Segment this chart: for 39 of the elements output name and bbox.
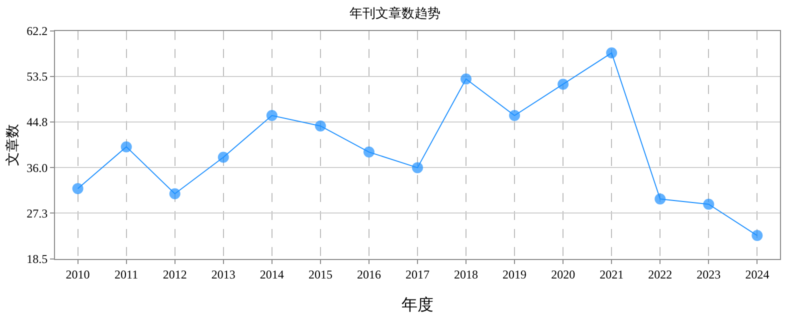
point xyxy=(314,120,326,132)
point xyxy=(752,230,763,242)
point xyxy=(120,141,132,152)
x-tick-label: 2018 xyxy=(454,267,478,282)
x-tick-label: 2023 xyxy=(696,267,721,282)
x-axis-title: 年度 xyxy=(402,296,434,314)
x-tick-label: 2010 xyxy=(66,267,90,282)
point xyxy=(703,198,714,210)
y-tick-label: 62.2 xyxy=(26,24,48,38)
y-tick-label: 18.5 xyxy=(26,252,48,266)
x-tick-label: 2020 xyxy=(551,267,576,282)
point xyxy=(460,74,472,84)
point xyxy=(654,194,666,204)
x-tick-label: 2024 xyxy=(745,267,770,282)
point xyxy=(266,110,278,122)
x-tick-label: 2012 xyxy=(162,267,187,282)
x-tick-label: 2021 xyxy=(600,267,624,282)
chart-title: 年刊文章数趋势 xyxy=(350,5,440,20)
x-tick-label: 2017 xyxy=(406,267,430,282)
point xyxy=(218,152,229,163)
y-tick-label: 44.8 xyxy=(26,114,48,129)
y-tick-label: 27.3 xyxy=(26,206,48,220)
point xyxy=(412,162,423,174)
point xyxy=(72,183,84,194)
y-tick-label: 36.0 xyxy=(26,160,48,175)
x-tick-label: 2013 xyxy=(211,267,236,282)
x-tick-label: 2022 xyxy=(648,267,672,282)
y-tick-label: 53.5 xyxy=(26,70,48,84)
x-tick-label: 2016 xyxy=(356,267,381,282)
point xyxy=(509,110,520,122)
x-tick-label: 2011 xyxy=(114,267,138,282)
x-tick-label: 2014 xyxy=(260,267,284,282)
point xyxy=(558,78,569,90)
point xyxy=(363,146,374,158)
point xyxy=(606,47,618,58)
point xyxy=(169,188,180,200)
x-tick-label: 2015 xyxy=(308,267,332,282)
y-axis-title: 文章数 xyxy=(5,124,21,166)
x-tick-label: 2019 xyxy=(502,267,527,282)
